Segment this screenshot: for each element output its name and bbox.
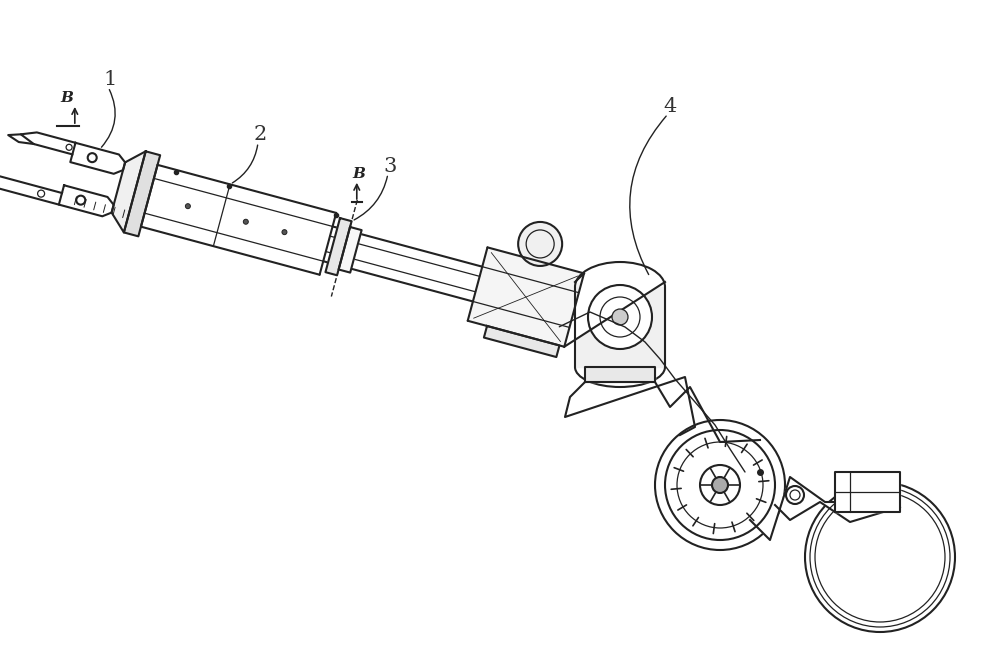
Circle shape — [805, 482, 955, 632]
Circle shape — [282, 229, 287, 235]
Polygon shape — [325, 218, 352, 275]
Polygon shape — [141, 165, 336, 275]
Circle shape — [185, 203, 190, 209]
Circle shape — [655, 420, 785, 550]
Polygon shape — [565, 377, 760, 442]
Polygon shape — [564, 273, 665, 347]
Circle shape — [588, 285, 652, 349]
Circle shape — [712, 477, 728, 493]
Polygon shape — [59, 185, 114, 216]
Circle shape — [243, 219, 248, 224]
Polygon shape — [112, 151, 146, 232]
Circle shape — [518, 222, 562, 266]
Polygon shape — [339, 227, 362, 273]
Polygon shape — [575, 287, 665, 367]
Circle shape — [612, 309, 628, 325]
Text: 2: 2 — [253, 125, 267, 144]
Text: 4: 4 — [663, 97, 677, 116]
Polygon shape — [835, 472, 900, 512]
Text: B: B — [353, 167, 366, 181]
Text: 1: 1 — [103, 70, 117, 89]
Polygon shape — [0, 173, 62, 205]
Polygon shape — [484, 326, 559, 357]
Polygon shape — [585, 367, 655, 382]
Text: B: B — [61, 91, 74, 105]
Text: 3: 3 — [383, 157, 397, 175]
Polygon shape — [21, 133, 75, 154]
Polygon shape — [750, 477, 900, 540]
Polygon shape — [124, 151, 160, 236]
Polygon shape — [468, 247, 584, 347]
Polygon shape — [70, 143, 125, 174]
Circle shape — [786, 486, 804, 504]
